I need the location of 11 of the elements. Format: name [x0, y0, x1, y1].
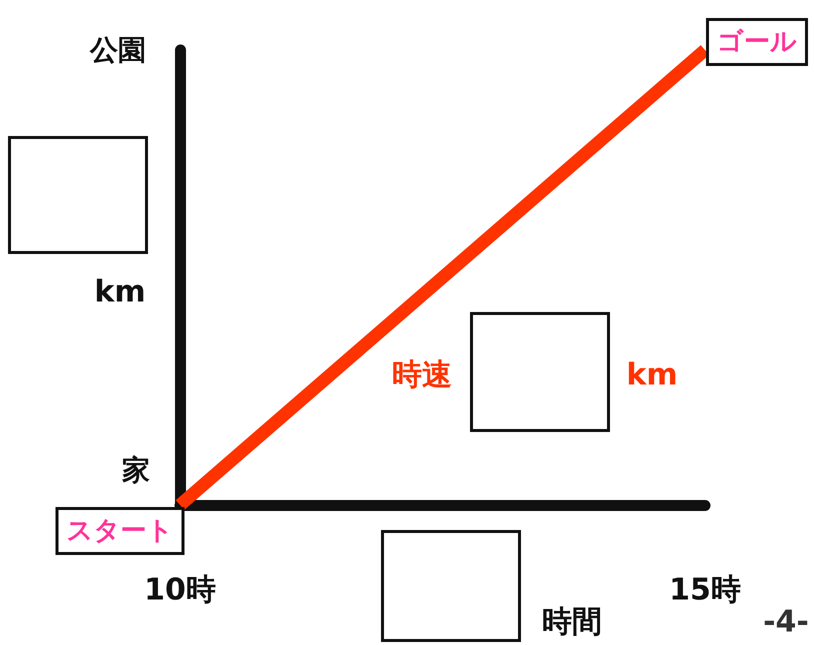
- text: 公園: [89, 34, 146, 66]
- x-tick-label: 10時: [144, 572, 216, 608]
- annotation: ゴール: [717, 27, 797, 57]
- text: 家: [121, 454, 150, 486]
- annotation: スタート: [66, 516, 174, 546]
- annotation: km: [626, 358, 678, 392]
- text: km: [94, 274, 146, 310]
- x-tick-label: 15時: [669, 572, 741, 608]
- text: 時間: [542, 604, 602, 640]
- annotation: 時速: [392, 358, 452, 392]
- text: -4-: [763, 604, 809, 640]
